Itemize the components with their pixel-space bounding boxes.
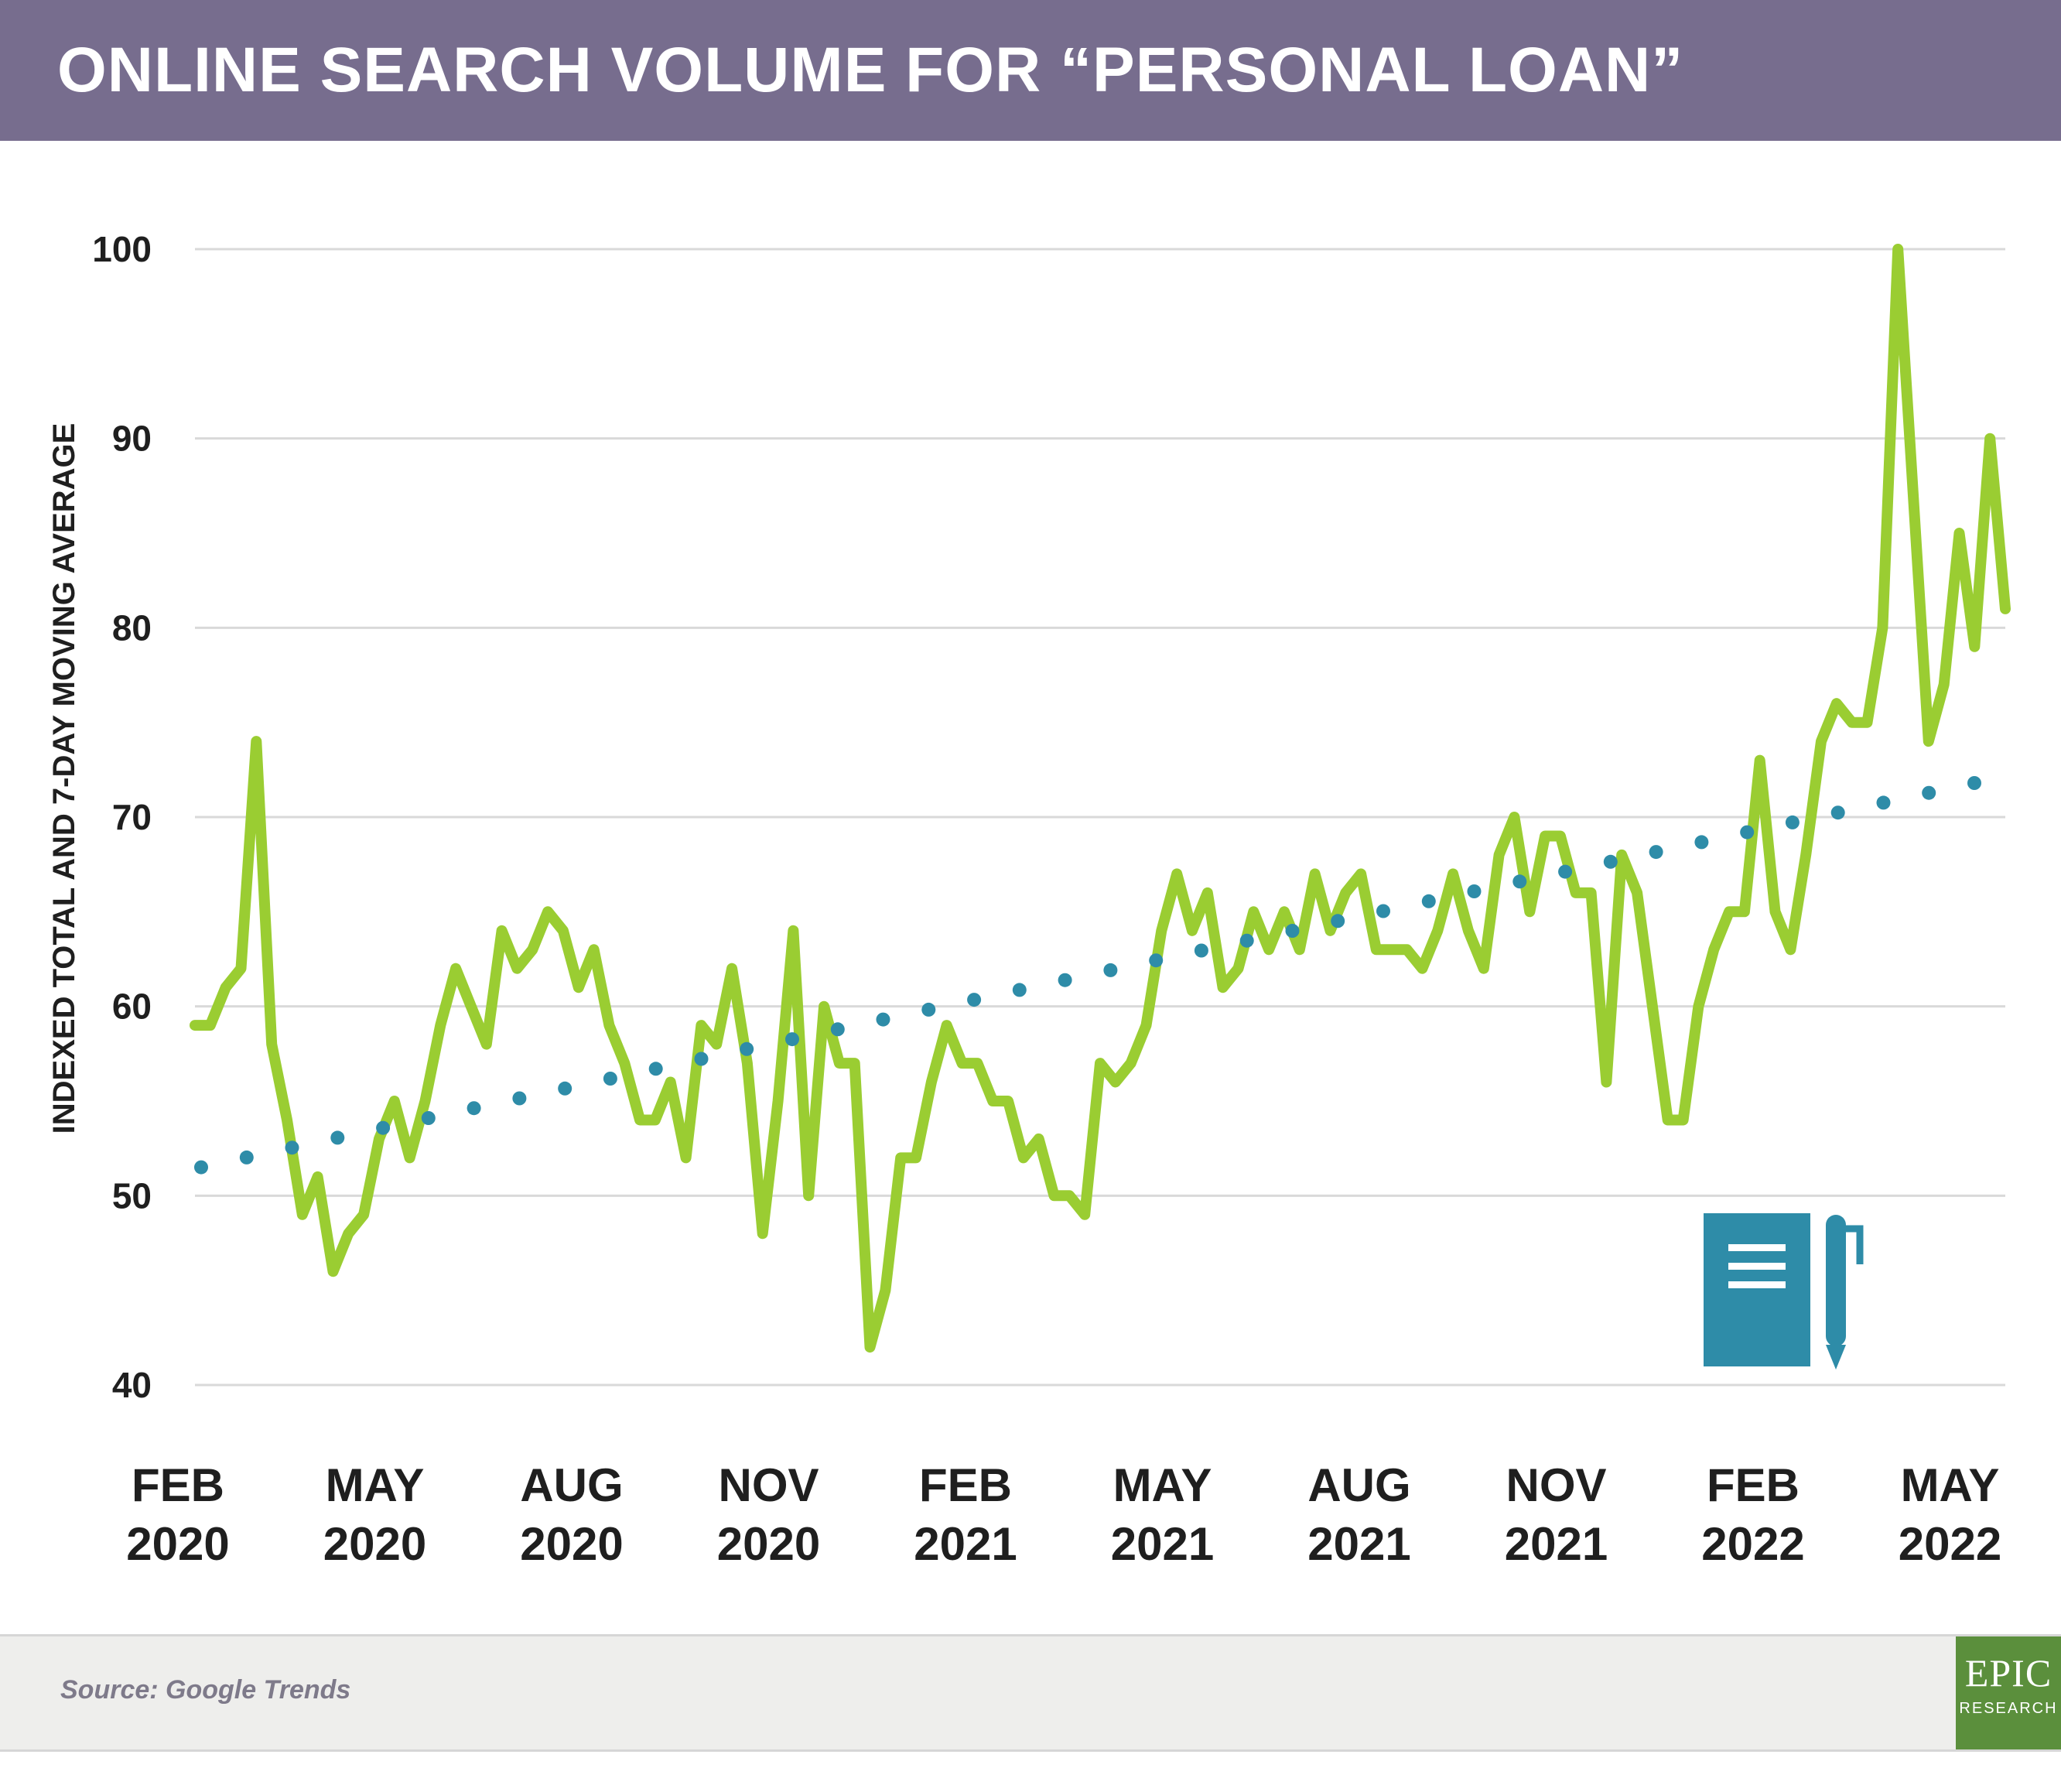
line-chart: 40 50 60 70 80 90 100 FEB 2020 MAY 2020 AUG 2020 NOV… (47, 229, 2011, 1570)
x-tick-month: MAY (1901, 1459, 2000, 1511)
series-layer (190, 244, 2011, 1353)
y-axis-ticks: 40 50 60 70 80 90 100 (92, 229, 152, 1405)
x-tick-month: FEB (919, 1459, 1012, 1511)
trend-dot (603, 1072, 617, 1086)
y-tick-label: 100 (92, 229, 152, 269)
trend-dot (1194, 943, 1208, 958)
trend-dot (967, 993, 982, 1007)
x-tick-month: MAY (326, 1459, 425, 1511)
x-tick-year: 2022 (1701, 1518, 1804, 1570)
trend-dot (1331, 914, 1345, 928)
notebook-pen-icon (1704, 1213, 1864, 1370)
y-tick-label: 50 (112, 1175, 152, 1216)
x-tick-month: AUG (1307, 1459, 1410, 1511)
trend-dot (1421, 894, 1436, 908)
x-tick-year: 2020 (717, 1518, 820, 1570)
y-tick-label: 60 (112, 987, 152, 1027)
trend-dot (1376, 904, 1390, 918)
x-tick-year: 2021 (1111, 1518, 1214, 1570)
y-tick-label: 70 (112, 797, 152, 837)
trend-dot (876, 1012, 890, 1027)
trend-dot (1239, 933, 1254, 948)
x-tick-month: AUG (520, 1459, 623, 1511)
x-tick-year: 2020 (520, 1518, 623, 1570)
epic-research-logo: EPIC RESEARCH (1956, 1636, 2061, 1749)
x-tick-month: FEB (132, 1459, 224, 1511)
logo-word: EPIC (1964, 1651, 2052, 1695)
trend-dot (694, 1052, 709, 1066)
trend-dot (1694, 835, 1709, 850)
x-tick-year: 2021 (1307, 1518, 1410, 1570)
trend-dot (285, 1141, 299, 1155)
x-tick-year: 2020 (323, 1518, 426, 1570)
x-tick-month: FEB (1707, 1459, 1800, 1511)
trend-dot (785, 1032, 799, 1047)
trend-dot (1558, 864, 1573, 879)
trend-dot (467, 1101, 481, 1116)
search-volume-line (190, 244, 2011, 1353)
x-tick-year: 2020 (126, 1518, 229, 1570)
trend-dot (1012, 983, 1027, 997)
trend-dot (1967, 776, 1981, 790)
trend-dot (1740, 825, 1755, 840)
trend-dot (1649, 845, 1663, 860)
trend-dot (1603, 854, 1618, 869)
trend-dot (1058, 973, 1072, 987)
x-tick-year: 2022 (1899, 1518, 2001, 1570)
trend-dot (648, 1062, 663, 1076)
trend-dot (330, 1130, 345, 1145)
trend-dot (558, 1081, 572, 1096)
trend-dot (1467, 884, 1482, 898)
trend-dot (512, 1091, 527, 1106)
x-axis-ticks: FEB 2020 MAY 2020 AUG 2020 NOV 2020 FEB 2021 MAY 20… (126, 1459, 2001, 1570)
y-axis-label: INDEXED TOTAL AND 7-DAY MOVING AVERAGE (47, 423, 81, 1134)
y-tick-label: 40 (112, 1365, 152, 1405)
y-tick-label: 90 (112, 419, 152, 459)
x-tick-month: NOV (718, 1459, 819, 1511)
trend-dot (1512, 874, 1527, 889)
title-bar: ONLINE SEARCH VOLUME FOR “PERSONAL LOAN” (0, 0, 2061, 141)
trend-dot (1830, 805, 1845, 820)
footer: Source: Google Trends EPIC RESEARCH (0, 1634, 2061, 1752)
trend-dot (1876, 795, 1891, 810)
trend-dot (740, 1041, 754, 1056)
y-tick-label: 80 (112, 607, 152, 648)
x-tick-month: MAY (1113, 1459, 1212, 1511)
source-note: Source: Google Trends (60, 1675, 351, 1705)
trend-dot (194, 1160, 208, 1175)
trend-dot (1922, 785, 1936, 800)
chart-title: ONLINE SEARCH VOLUME FOR “PERSONAL LOAN” (57, 35, 1684, 105)
trend-dot (239, 1150, 254, 1164)
trend-dot (830, 1022, 845, 1037)
x-tick-year: 2021 (914, 1518, 1017, 1570)
trend-dot (376, 1120, 391, 1135)
trend-dot (1285, 924, 1300, 938)
trend-dot (1103, 963, 1118, 977)
x-tick-month: NOV (1506, 1459, 1606, 1511)
x-tick-year: 2021 (1505, 1518, 1608, 1570)
logo-subtext: RESEARCH (1959, 1700, 2058, 1717)
trend-dot (1149, 953, 1164, 968)
trend-dot (921, 1002, 936, 1017)
trend-dot (1785, 815, 1800, 829)
trend-dot (421, 1111, 436, 1125)
